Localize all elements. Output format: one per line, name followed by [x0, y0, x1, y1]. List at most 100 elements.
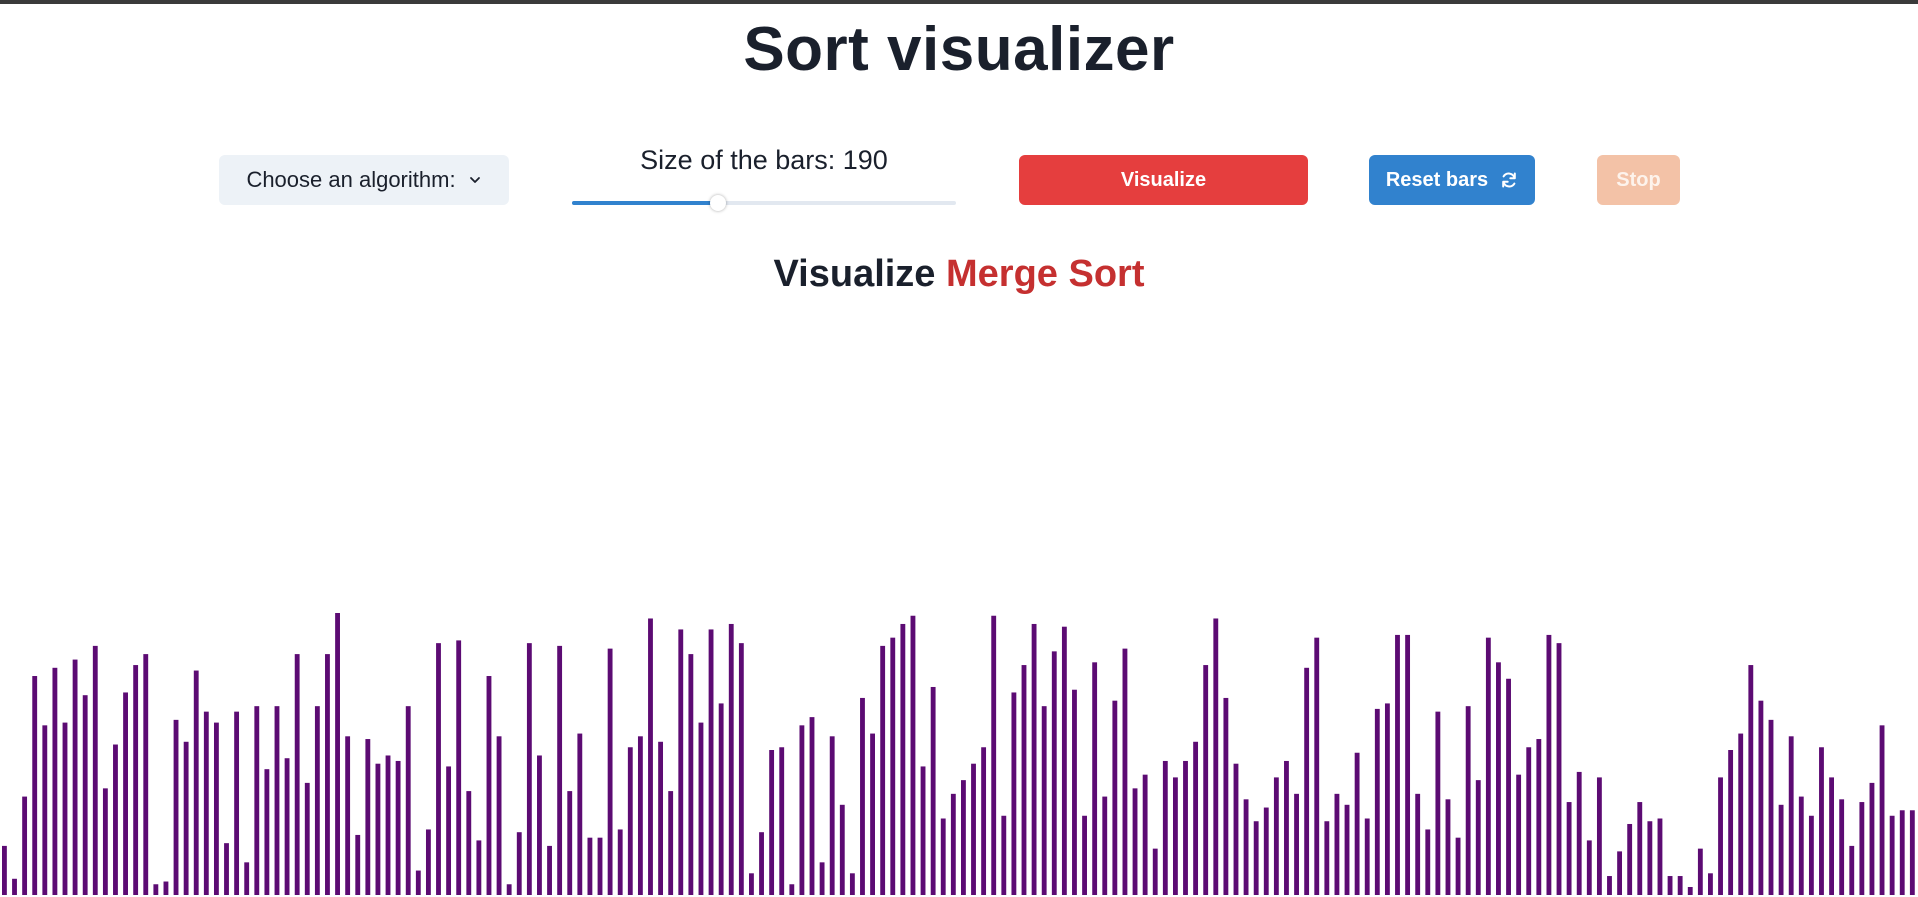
sort-bar [1516, 774, 1522, 895]
sort-bar [345, 736, 351, 895]
sort-bar [910, 615, 916, 895]
sort-bar [1566, 802, 1572, 895]
sort-bar [1627, 823, 1633, 895]
sort-bar [1263, 807, 1269, 895]
sort-bar [516, 832, 522, 895]
sort-bar [1556, 643, 1562, 895]
algorithm-select-label: Choose an algorithm: [246, 167, 456, 192]
sort-bar [143, 654, 149, 895]
sort-bar [759, 832, 764, 895]
sort-bar [880, 645, 886, 895]
sort-bar [1072, 689, 1077, 895]
sort-bar [355, 834, 361, 895]
sort-bar [769, 750, 775, 895]
sort-bar [860, 697, 865, 895]
sort-bar [32, 676, 38, 895]
sort-bar [607, 648, 613, 895]
sort-bar [1273, 777, 1279, 895]
sort-bar [789, 884, 795, 895]
sort-bar [890, 637, 896, 895]
sort-bar [1314, 637, 1320, 895]
sort-bar [1546, 634, 1552, 895]
sort-bar [1031, 623, 1037, 895]
sort-bar [849, 873, 855, 895]
sort-bar [173, 719, 179, 895]
sort-bar [1667, 876, 1673, 895]
sort-bar [1677, 876, 1683, 895]
sort-bar [1718, 777, 1723, 895]
sort-bar [728, 623, 734, 895]
sort-bar [1859, 802, 1865, 895]
page-title: Sort visualizer [743, 15, 1175, 84]
slider-track [572, 201, 956, 205]
sort-bar [1536, 739, 1542, 895]
sort-bar [365, 739, 371, 895]
sort-bar [1687, 887, 1693, 895]
sort-bar [385, 755, 391, 895]
slider-thumb[interactable] [709, 195, 726, 211]
sort-bar [950, 793, 956, 895]
sort-bar [1496, 662, 1501, 895]
sort-bar [1657, 818, 1663, 895]
sort-bar [42, 725, 48, 895]
controls-bar: Choose an algorithm: Size of the bars: 1… [0, 0, 1918, 230]
sort-bar [506, 884, 512, 895]
sort-bar [425, 829, 431, 895]
sort-bar [1051, 651, 1057, 895]
bar-size-slider[interactable] [572, 195, 956, 211]
sort-bar [678, 629, 684, 895]
sort-bar [1354, 752, 1360, 895]
sort-bar [637, 736, 643, 895]
sort-bar [1213, 618, 1219, 895]
sort-bar [1485, 637, 1491, 895]
sort-bar [1021, 665, 1027, 895]
sort-bar [839, 804, 845, 895]
sort-bar [1193, 741, 1199, 895]
reset-bars-label: Reset bars [1385, 168, 1489, 191]
sort-bar [1506, 678, 1511, 895]
sort-bar [1233, 763, 1239, 895]
sort-bar [1909, 810, 1915, 895]
sort-bar [193, 670, 199, 895]
stop-button[interactable]: Stop [1597, 155, 1680, 205]
sort-bar [1879, 725, 1885, 895]
algorithm-select[interactable]: Choose an algorithm: [219, 155, 509, 205]
sort-bar [1576, 771, 1582, 895]
sort-bar [1203, 665, 1209, 895]
chevron-down-icon [468, 173, 482, 187]
sort-bar [900, 623, 906, 895]
sort-bar [1082, 815, 1087, 895]
sort-bar [961, 780, 966, 895]
sort-bar [557, 645, 563, 895]
sort-bar [62, 722, 68, 895]
bars-chart [2, 613, 1915, 895]
sort-bar [22, 796, 28, 895]
sort-bar [1778, 804, 1784, 895]
bar-size-label: Size of the bars: 190 [640, 145, 888, 175]
sort-bar [1819, 747, 1824, 895]
sort-bar [526, 643, 532, 895]
sort-bar [1465, 706, 1471, 895]
sort-bar [102, 788, 108, 895]
sort-bar [1899, 810, 1905, 895]
visualize-button[interactable]: Visualize [1019, 155, 1308, 205]
sort-bar [1324, 821, 1330, 895]
sort-bar [213, 722, 219, 895]
algorithm-heading: Visualize Merge Sort [0, 253, 1918, 296]
sort-bar [617, 829, 623, 895]
sort-bar [133, 665, 139, 895]
sort-bar [1061, 626, 1067, 895]
sort-bar [1788, 736, 1794, 895]
sort-bar [1294, 793, 1299, 895]
sort-bar [1405, 634, 1411, 895]
sort-bar [476, 840, 482, 895]
sort-bar [486, 676, 492, 895]
sort-bar [1001, 815, 1007, 895]
sort-bar [1445, 799, 1451, 895]
sort-bar [1526, 747, 1532, 895]
reset-bars-button[interactable]: Reset bars [1369, 155, 1535, 205]
sort-bar [314, 706, 320, 895]
sort-bar [1092, 662, 1098, 895]
sort-bar [415, 870, 421, 895]
sort-bar [698, 722, 704, 895]
